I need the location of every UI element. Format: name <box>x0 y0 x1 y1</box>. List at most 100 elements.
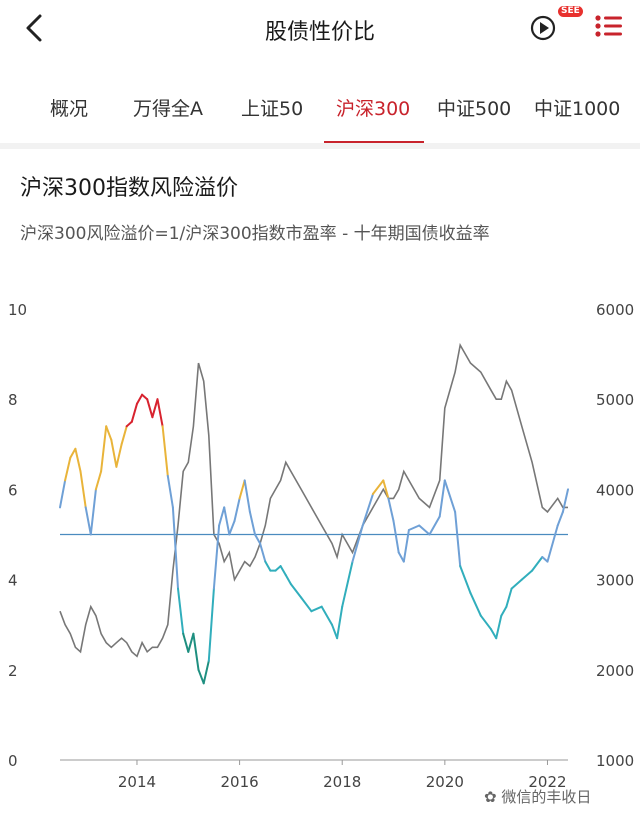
risk-premium-segment <box>228 520 236 536</box>
chart-title: 沪深300指数风险溢价 <box>20 176 238 201</box>
x-tick-label: 2022 <box>528 773 566 791</box>
risk-premium-segment <box>300 596 313 613</box>
risk-premium-segment <box>120 425 128 446</box>
top-nav-bar: 股债性价比 SEE <box>0 0 640 56</box>
risk-premium-segment <box>238 479 246 500</box>
risk-premium-segment <box>289 583 303 599</box>
risk-premium-segment <box>146 398 154 419</box>
y-right-tick-label: 1000 <box>596 752 634 770</box>
risk-premium-segment <box>264 560 272 572</box>
risk-premium-segment <box>94 470 103 491</box>
y-right-tick-label: 3000 <box>596 572 634 590</box>
risk-premium-segment <box>479 614 492 631</box>
y-right-tick-label: 4000 <box>596 481 634 499</box>
play-circle-icon[interactable] <box>528 10 564 42</box>
risk-premium-segment <box>397 551 405 563</box>
risk-premium-segment <box>459 565 472 595</box>
risk-premium-segment <box>84 506 92 536</box>
watermark-text: 微信的丰收日 <box>501 788 592 806</box>
risk-premium-segment <box>69 447 77 459</box>
risk-premium-segment <box>279 565 287 577</box>
risk-premium-segment <box>197 668 205 685</box>
risk-premium-segment <box>284 574 292 586</box>
risk-premium-segment <box>341 560 354 608</box>
risk-premium-segment <box>510 578 523 590</box>
y-left-tick-label: 8 <box>8 391 18 409</box>
risk-premium-segment <box>438 479 446 518</box>
risk-premium-segment <box>402 529 410 563</box>
risk-premium-segment <box>320 605 333 626</box>
y-left-tick-label: 6 <box>8 481 18 499</box>
risk-premium-segment <box>110 438 118 468</box>
risk-premium-segment <box>274 565 282 572</box>
y-left-tick-label: 2 <box>8 662 18 680</box>
y-right-tick-label: 2000 <box>596 662 634 680</box>
x-tick-label: 2018 <box>323 773 361 791</box>
risk-premium-segment <box>531 556 544 572</box>
tab-sse50[interactable]: 上证50 <box>241 98 304 120</box>
wechat-icon: ✿ <box>484 788 497 806</box>
risk-premium-segment <box>546 524 559 563</box>
risk-premium-segment <box>105 425 113 441</box>
risk-premium-segment <box>141 393 149 401</box>
risk-premium-segment <box>177 587 185 635</box>
risk-premium-segment <box>223 506 231 536</box>
risk-premium-segment <box>187 632 195 653</box>
risk-premium-segment <box>161 425 169 477</box>
more-icon[interactable] <box>594 14 624 38</box>
risk-premium-segment <box>505 587 513 608</box>
risk-premium-segment <box>351 524 364 563</box>
risk-premium-segment <box>192 632 200 671</box>
risk-premium-segment <box>64 456 72 482</box>
risk-premium-segment <box>331 623 339 640</box>
risk-premium-segment <box>243 479 251 513</box>
risk-premium-segment <box>166 474 174 509</box>
tab-csi300[interactable]: 沪深300 <box>336 98 411 120</box>
tab-wind-all-a[interactable]: 万得全A <box>133 98 203 120</box>
risk-premium-segment <box>556 510 564 527</box>
x-tick-label: 2016 <box>221 773 259 791</box>
risk-premium-segment <box>79 470 87 509</box>
y-right-tick-label: 5000 <box>596 391 634 409</box>
tab-csi1000[interactable]: 中证1000 <box>534 98 621 120</box>
risk-premium-segment <box>361 492 374 527</box>
risk-premium-segment <box>495 614 503 640</box>
risk-premium-segment <box>171 506 179 590</box>
risk-premium-segment <box>156 398 164 428</box>
risk-premium-segment <box>382 479 390 500</box>
new-badge: SEE <box>558 6 583 17</box>
risk-premium-segment <box>428 515 441 536</box>
y-left-tick-label: 0 <box>8 752 18 770</box>
risk-premium-segment <box>392 520 400 554</box>
tab-overview[interactable]: 概况 <box>50 98 89 120</box>
wechat-watermark: ✿ 微信的丰收日 <box>484 786 591 807</box>
risk-premium-chart: 0 2 4 6 8 10 1000 2000 3000 4000 5000 6000 2014 2016 2… <box>8 301 634 791</box>
risk-premium-segment <box>541 556 549 563</box>
risk-premium-segment <box>207 587 215 662</box>
risk-premium-segment <box>100 425 108 473</box>
risk-premium-segment <box>469 592 482 617</box>
tab-csi500[interactable]: 中证500 <box>437 98 512 120</box>
risk-premium-segment <box>443 479 457 513</box>
risk-premium-segment <box>212 524 221 590</box>
risk-premium-segment <box>372 479 385 495</box>
risk-premium-segment <box>520 569 534 581</box>
y-left-tick-label: 10 <box>8 301 27 319</box>
risk-premium-segment <box>418 524 431 536</box>
risk-premium-segment <box>182 632 190 653</box>
section-divider <box>0 143 640 149</box>
active-tab-indicator <box>324 141 424 144</box>
x-tick-label: 2014 <box>118 773 156 791</box>
risk-premium-segment <box>387 497 395 522</box>
risk-premium-segment <box>561 488 569 513</box>
page-title: 股债性价比 <box>264 20 375 45</box>
risk-premium-segment <box>89 488 97 536</box>
risk-premium-segment <box>218 506 226 527</box>
back-arrow-icon[interactable] <box>18 12 50 44</box>
csi300-index-line <box>59 342 568 658</box>
risk-premium-segment <box>259 542 267 563</box>
risk-premium-segment <box>336 605 344 640</box>
risk-premium-segment <box>115 443 123 468</box>
risk-premium-segment <box>248 510 256 536</box>
risk-premium-segment <box>454 510 462 568</box>
